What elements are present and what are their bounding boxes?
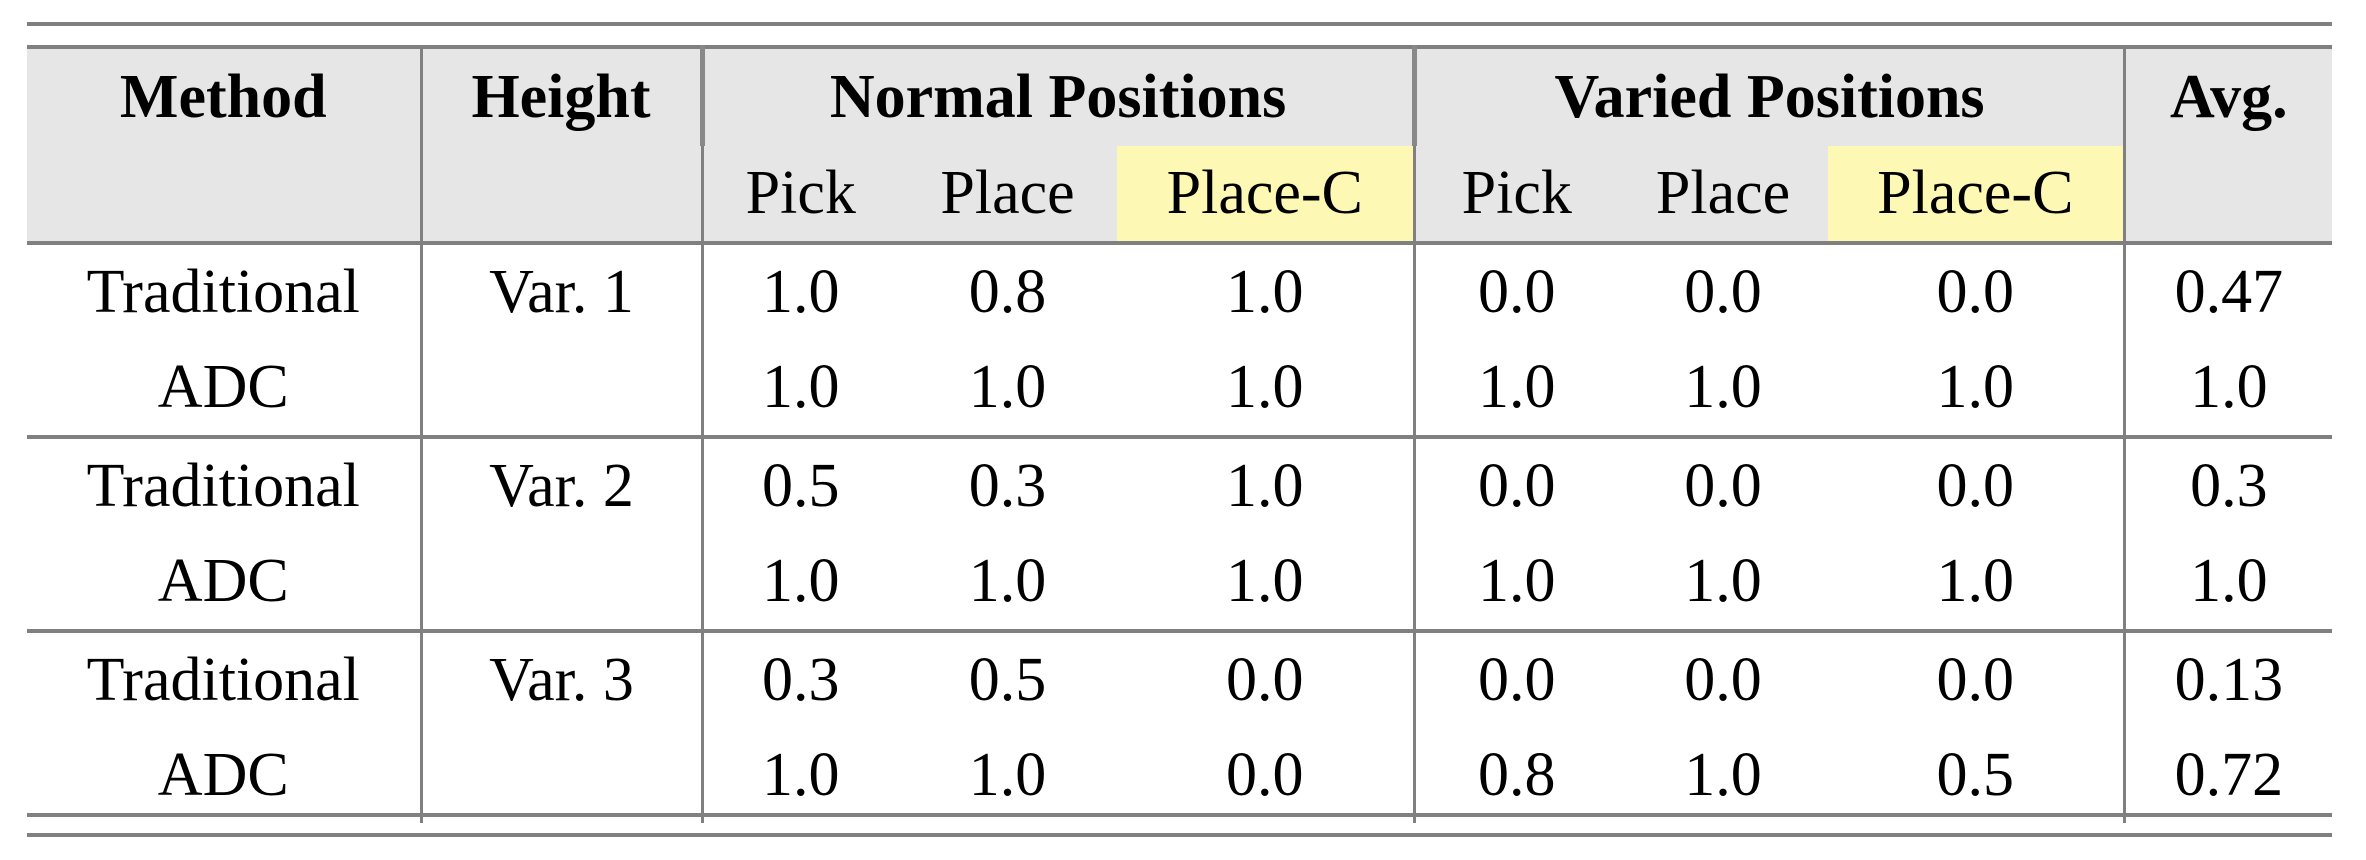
table-header: Method Height Normal Positions Varied Po… [27, 47, 2333, 243]
value-cell: 1.0 [1226, 547, 1304, 615]
value-cell: 0.5 [700, 435, 898, 534]
header-normal-pick: Pick [700, 146, 898, 243]
table-row: ADC 1.0 1.0 0.0 0.8 1.0 0.5 0.72 [27, 728, 2333, 823]
height-cell [419, 728, 702, 823]
method-cell: ADC [157, 547, 289, 615]
header-method: Method [27, 47, 421, 146]
value-cell: 0.5 [1936, 741, 2015, 809]
header-height-blank [419, 146, 702, 243]
value-cell: 1.0 [700, 728, 898, 823]
value-cell: 1.0 [1684, 547, 1762, 615]
method-cell: Traditional [27, 435, 421, 534]
value-cell: 1.0 [700, 534, 898, 631]
header-varied-positions: Varied Positions [1411, 47, 2125, 146]
value-cell: 0.0 [1828, 435, 2125, 534]
header-normal-positions: Normal Positions [699, 47, 1415, 146]
value-cell: 0.0 [1412, 629, 1619, 728]
value-cell: 1.0 [1936, 353, 2015, 421]
value-cell: 1.0 [1684, 353, 1762, 421]
value-cell: 1.0 [1412, 340, 1619, 437]
table-row: ADC 1.0 1.0 1.0 1.0 1.0 1.0 1.0 [27, 340, 2333, 437]
value-cell: 0.0 [1226, 741, 1304, 809]
header-varied-place: Place [1618, 146, 1829, 243]
table-row: Traditional Var. 2 0.5 0.3 1.0 0.0 0.0 0.0 0.3 [27, 435, 2333, 534]
header-normal-place: Place [898, 146, 1117, 243]
avg-cell: 1.0 [2122, 534, 2333, 631]
value-cell: 1.0 [1117, 435, 1415, 534]
header-avg: Avg. [2122, 47, 2333, 146]
value-cell: 1.0 [1226, 353, 1304, 421]
value-cell: 1.0 [968, 547, 1047, 615]
table-row: Traditional Var. 1 1.0 0.8 1.0 0.0 0.0 0.0 0.47 [27, 241, 2333, 340]
value-cell: 0.3 [700, 629, 898, 728]
value-cell: 0.8 [1412, 728, 1619, 823]
height-cell: Var. 1 [419, 241, 702, 340]
value-cell: 0.0 [1828, 629, 2125, 728]
value-cell: 1.0 [968, 741, 1047, 809]
table-row: ADC 1.0 1.0 1.0 1.0 1.0 1.0 1.0 [27, 534, 2333, 631]
value-cell: 0.0 [1618, 241, 1829, 340]
header-avg-blank [2122, 146, 2333, 243]
height-cell [419, 340, 702, 437]
value-cell: 0.5 [898, 629, 1117, 728]
value-cell: 0.0 [1618, 629, 1829, 728]
header-normal-place-c: Place-C [1117, 146, 1415, 243]
method-cell: ADC [157, 741, 289, 809]
avg-cell: 1.0 [2122, 340, 2333, 437]
value-cell: 0.8 [898, 241, 1117, 340]
value-cell: 1.0 [700, 241, 898, 340]
value-cell: 1.0 [1412, 534, 1619, 631]
method-cell: ADC [157, 353, 289, 421]
bottom-rule-2 [27, 833, 2332, 837]
value-cell: 0.0 [1412, 435, 1619, 534]
header-method-blank [27, 146, 421, 243]
header-varied-place-c: Place-C [1828, 146, 2125, 243]
table-row: Traditional Var. 3 0.3 0.5 0.0 0.0 0.0 0.0 0.13 [27, 629, 2333, 728]
top-rule [27, 22, 2332, 26]
value-cell: 1.0 [1684, 741, 1762, 809]
method-cell: Traditional [27, 629, 421, 728]
avg-cell: 0.72 [2122, 728, 2333, 823]
avg-cell: 0.3 [2122, 435, 2333, 534]
height-cell: Var. 3 [419, 629, 702, 728]
height-cell [419, 534, 702, 631]
method-cell: Traditional [27, 241, 421, 340]
value-cell: 1.0 [968, 353, 1047, 421]
header-varied-pick: Pick [1412, 146, 1619, 243]
height-cell: Var. 2 [419, 435, 702, 534]
table-body: Traditional Var. 1 1.0 0.8 1.0 0.0 0.0 0.0 0.47 A… [27, 241, 2333, 823]
value-cell: 1.0 [1117, 241, 1415, 340]
value-cell: 0.0 [1618, 435, 1829, 534]
value-cell: 0.0 [1117, 629, 1415, 728]
value-cell: 0.0 [1412, 241, 1619, 340]
header-height: Height [419, 47, 702, 146]
value-cell: 0.3 [898, 435, 1117, 534]
value-cell: 1.0 [1936, 547, 2015, 615]
bottom-rule-1 [27, 813, 2332, 817]
results-table: Method Height Normal Positions Varied Po… [27, 45, 2333, 823]
avg-cell: 0.47 [2122, 241, 2333, 340]
value-cell: 1.0 [700, 340, 898, 437]
value-cell: 0.0 [1828, 241, 2125, 340]
avg-cell: 0.13 [2122, 629, 2333, 728]
